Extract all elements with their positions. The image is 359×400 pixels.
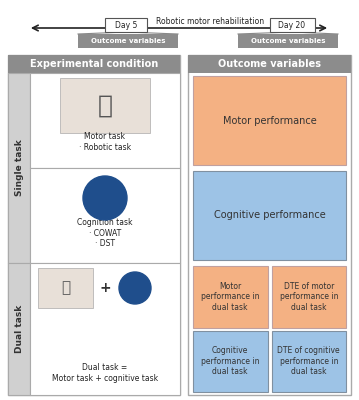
FancyBboxPatch shape [188,55,351,73]
Text: 🖥: 🖥 [61,280,70,296]
Text: Outcome variables: Outcome variables [91,38,165,44]
FancyBboxPatch shape [38,268,93,308]
Text: Single task: Single task [14,140,23,196]
Text: Day 20: Day 20 [279,20,306,30]
Text: +: + [99,281,111,295]
FancyBboxPatch shape [188,55,351,395]
FancyBboxPatch shape [105,18,147,32]
Circle shape [119,272,151,304]
FancyBboxPatch shape [270,18,315,32]
FancyBboxPatch shape [8,55,180,395]
FancyBboxPatch shape [193,171,346,260]
FancyBboxPatch shape [193,330,267,392]
Text: Motor performance: Motor performance [223,116,316,126]
Text: Experimental condition: Experimental condition [30,59,158,69]
FancyBboxPatch shape [8,263,30,395]
Text: Cognitive performance: Cognitive performance [214,210,325,220]
Circle shape [83,176,127,220]
FancyBboxPatch shape [8,55,180,73]
FancyBboxPatch shape [30,73,180,168]
Text: Outcome variables: Outcome variables [218,59,321,69]
Text: Day 5: Day 5 [115,20,137,30]
FancyBboxPatch shape [30,168,180,263]
Text: Cognitive
performance in
dual task: Cognitive performance in dual task [201,346,260,376]
FancyBboxPatch shape [30,263,180,395]
FancyBboxPatch shape [78,34,178,48]
Text: Cognition task
· COWAT
· DST: Cognition task · COWAT · DST [77,218,133,248]
FancyBboxPatch shape [193,76,346,165]
Text: Dual task =
Motor task + cognitive task: Dual task = Motor task + cognitive task [52,363,158,383]
FancyBboxPatch shape [193,266,267,328]
Text: Motor task
· Robotic task: Motor task · Robotic task [79,132,131,152]
Text: 🧠: 🧠 [96,184,114,212]
Text: 🖥: 🖥 [98,94,112,118]
Text: Robotic motor rehabilitation: Robotic motor rehabilitation [156,16,264,26]
FancyBboxPatch shape [238,34,338,48]
FancyBboxPatch shape [60,78,150,133]
FancyBboxPatch shape [271,330,346,392]
Text: Motor
performance in
dual task: Motor performance in dual task [201,282,260,312]
FancyBboxPatch shape [271,266,346,328]
Text: DTE of cognitive
performance in
dual task: DTE of cognitive performance in dual tas… [278,346,340,376]
FancyBboxPatch shape [8,73,30,263]
Text: Outcome variables: Outcome variables [251,38,325,44]
Text: DTE of motor
performance in
dual task: DTE of motor performance in dual task [280,282,338,312]
Text: Dual task: Dual task [14,305,23,353]
